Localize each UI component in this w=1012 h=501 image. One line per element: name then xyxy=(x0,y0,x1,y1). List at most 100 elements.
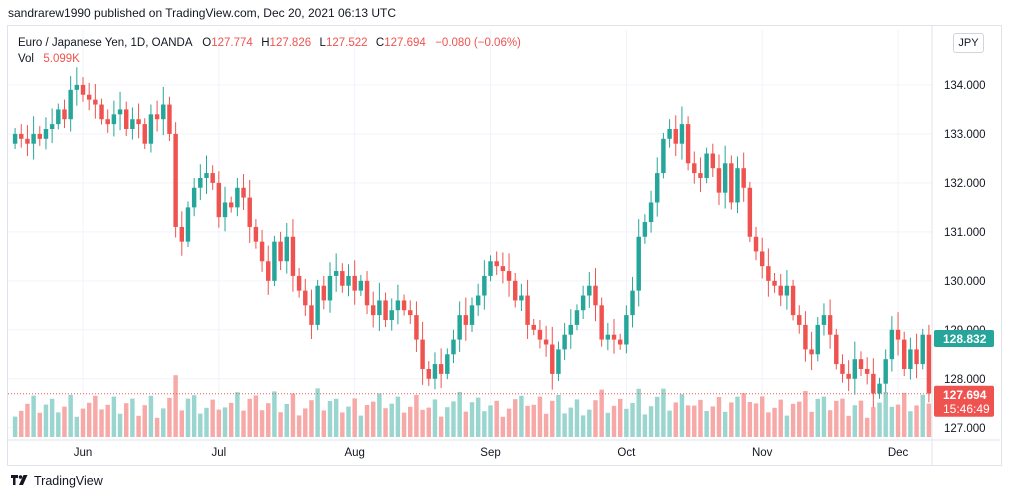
volume-bar xyxy=(19,410,24,437)
candle xyxy=(605,322,611,351)
candle-body xyxy=(198,177,203,188)
price-axis[interactable]: 134.000133.000132.000131.000130.000129.0… xyxy=(944,80,986,435)
candle xyxy=(235,177,240,217)
candle xyxy=(370,291,376,328)
candle xyxy=(105,109,110,133)
candle xyxy=(803,311,808,362)
candle-body xyxy=(340,271,345,286)
candle xyxy=(333,253,339,292)
candle xyxy=(352,260,357,305)
candle xyxy=(852,341,858,395)
candle xyxy=(519,283,524,312)
volume-bar xyxy=(617,398,623,437)
candle-body xyxy=(716,168,722,193)
candle-body xyxy=(204,173,209,178)
candle xyxy=(599,297,604,347)
high-price-label-text: 128.832 xyxy=(943,332,987,346)
candle-body xyxy=(679,124,685,144)
volume-bar xyxy=(901,392,907,437)
candle xyxy=(920,328,925,370)
volume-bar xyxy=(685,405,691,437)
candle xyxy=(124,101,129,137)
time-tick-label: Nov xyxy=(752,447,773,459)
legend-ohlc-row: Euro / Japanese Yen, 1D, OANDA O127.774 … xyxy=(18,35,521,51)
volume-bar xyxy=(130,398,135,437)
volume-bar xyxy=(117,413,123,437)
volume-bar xyxy=(370,401,376,437)
candle xyxy=(692,151,697,184)
candle-body xyxy=(593,285,598,306)
candle xyxy=(883,349,888,393)
candle xyxy=(142,118,147,149)
candle-body xyxy=(333,271,339,276)
volume-bar xyxy=(333,398,339,437)
candle xyxy=(574,304,580,331)
footer-brand[interactable]: TradingView xyxy=(11,474,103,488)
candle-body xyxy=(846,373,851,379)
volume-bar xyxy=(809,411,814,437)
currency-button[interactable]: JPY xyxy=(953,33,984,53)
candle xyxy=(617,333,623,350)
candle xyxy=(494,251,499,275)
candle-body xyxy=(766,266,771,281)
volume-bar xyxy=(556,395,561,437)
volume-bar xyxy=(710,406,716,437)
candle xyxy=(840,354,845,383)
candle-body xyxy=(587,285,592,296)
candle-body xyxy=(117,109,123,115)
volume-bar xyxy=(642,414,648,437)
volume-bar xyxy=(451,401,456,437)
volume-bar xyxy=(512,399,518,437)
candle xyxy=(889,316,895,372)
candle xyxy=(864,357,870,385)
candle-body xyxy=(710,153,716,169)
candle xyxy=(475,283,481,316)
candle xyxy=(531,319,536,336)
volume-bar xyxy=(266,403,271,437)
candle-body xyxy=(735,168,740,203)
candle-body xyxy=(759,251,765,267)
volume-bar xyxy=(278,412,283,437)
candle-body xyxy=(883,359,888,384)
candle-body xyxy=(500,266,506,272)
candle-body xyxy=(62,109,67,120)
candle xyxy=(624,305,629,354)
candle-body xyxy=(655,173,660,203)
candle xyxy=(383,292,388,328)
chart-frame xyxy=(7,25,1002,466)
candle xyxy=(438,348,444,388)
candle xyxy=(303,278,308,316)
volume-bar xyxy=(587,409,592,437)
high-price-label: 128.832 xyxy=(934,330,994,348)
symbol-title[interactable]: Euro / Japanese Yen, 1D, OANDA xyxy=(18,37,192,49)
volume-bar xyxy=(506,408,512,437)
volume-bar xyxy=(797,401,802,437)
candle-body xyxy=(272,241,277,281)
candle-body xyxy=(506,271,512,281)
volume-bar xyxy=(716,397,722,437)
candle xyxy=(290,219,296,292)
volume-bar xyxy=(315,388,320,437)
last-price-label-box xyxy=(934,385,994,417)
volume-bar xyxy=(877,402,882,437)
candle-body xyxy=(124,109,129,130)
candle-body xyxy=(346,275,351,286)
volume-bar xyxy=(846,415,851,437)
candle xyxy=(420,321,425,385)
candle-body xyxy=(414,315,419,340)
publisher-caption: sandrarew1990 published on TradingView.c… xyxy=(8,6,397,20)
candle xyxy=(167,96,172,141)
candle-body xyxy=(741,168,746,188)
time-axis[interactable]: Jun Jul Aug Sep Oct Nov Dec xyxy=(74,447,909,459)
candle xyxy=(753,226,759,261)
volume-bar xyxy=(630,403,635,437)
candle xyxy=(759,237,765,279)
candle-body xyxy=(815,324,820,355)
candle-body xyxy=(864,368,870,374)
candle-body xyxy=(352,275,357,291)
volume-bar xyxy=(827,410,833,437)
candle xyxy=(327,262,333,313)
volume-bar xyxy=(475,397,481,437)
volume-bar xyxy=(445,407,450,437)
